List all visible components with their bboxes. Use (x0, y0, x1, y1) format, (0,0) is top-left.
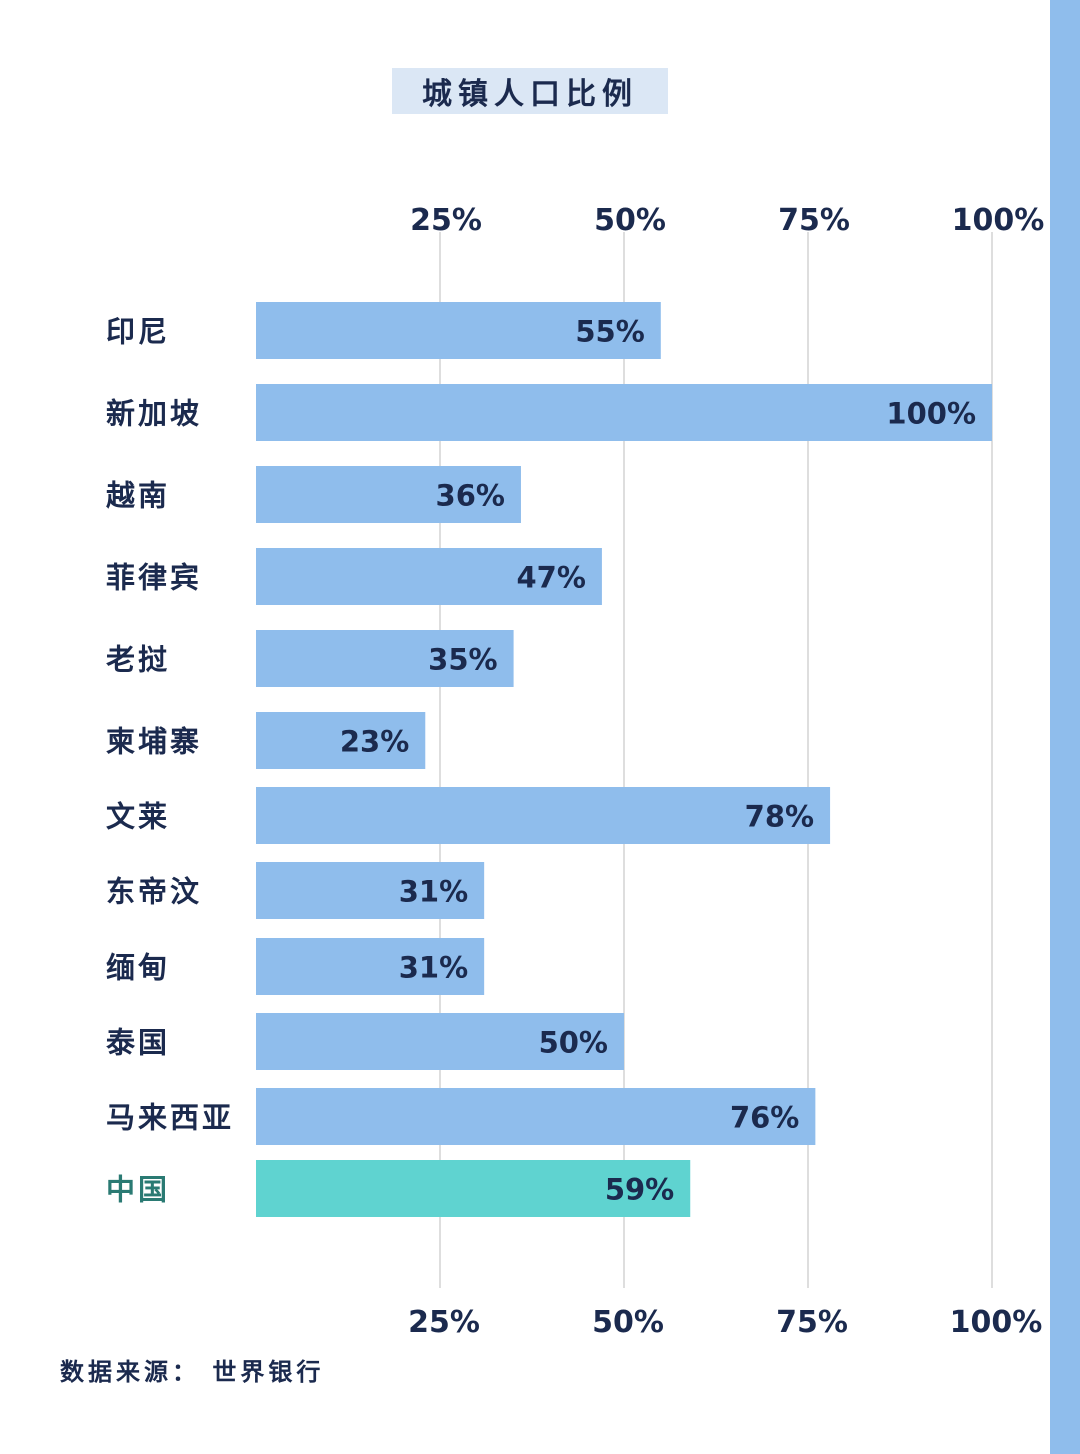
category-label-6: 柬埔寨 (106, 725, 202, 759)
category-label-5: 老挝 (106, 643, 170, 677)
x-tick-label-top-75: 75% (778, 203, 850, 238)
bar-3 (256, 466, 521, 523)
category-label-8: 东帝汶 (106, 875, 202, 909)
value-label-12: 59% (605, 1173, 674, 1207)
value-label-9: 31% (399, 951, 468, 985)
x-tick-label-top-100: 100% (952, 203, 1045, 238)
category-label-7: 文莱 (106, 800, 170, 834)
category-label-4: 菲律宾 (106, 561, 202, 595)
source-label: 数据来源： (60, 1358, 200, 1386)
value-label-10: 50% (539, 1026, 608, 1060)
bar-4 (256, 548, 602, 605)
category-label-10: 泰国 (106, 1026, 170, 1060)
value-label-2: 100% (886, 397, 976, 431)
value-label-11: 76% (730, 1101, 799, 1135)
side-strip (1050, 0, 1080, 1454)
bar-12 (256, 1160, 691, 1217)
value-label-4: 47% (516, 561, 585, 595)
category-label-9: 缅甸 (106, 951, 170, 985)
value-label-6: 23% (340, 725, 409, 759)
category-label-11: 马来西亚 (106, 1101, 234, 1135)
category-label-2: 新加坡 (106, 397, 202, 431)
bar-5 (256, 630, 514, 687)
category-label-12: 中国 (106, 1173, 170, 1207)
bar-6 (256, 712, 426, 769)
x-tick-label-top-25: 25% (410, 203, 482, 238)
source-value: 世界银行 (212, 1358, 325, 1386)
value-label-7: 78% (745, 800, 814, 834)
source-note: 数据来源： 世界银行 (60, 1352, 324, 1387)
bar-2 (256, 384, 992, 441)
bar-7 (256, 787, 831, 844)
bar-11 (256, 1088, 816, 1145)
bar-8 (256, 862, 485, 919)
x-tick-label-top-50: 50% (594, 203, 666, 238)
value-label-5: 35% (428, 643, 497, 677)
x-tick-label-bottom-100: 100% (950, 1305, 1043, 1340)
x-tick-label-bottom-50: 50% (592, 1305, 664, 1340)
x-tick-label-bottom-75: 75% (776, 1305, 848, 1340)
value-label-1: 55% (575, 315, 644, 349)
bar-1 (256, 302, 661, 359)
category-label-1: 印尼 (106, 315, 170, 349)
chart-title: 城镇人口比例 (422, 77, 638, 112)
chart-title-box: 城镇人口比例 (392, 68, 668, 114)
x-tick-label-bottom-25: 25% (408, 1305, 480, 1340)
bar-10 (256, 1013, 624, 1070)
value-label-3: 36% (436, 479, 505, 513)
category-label-3: 越南 (106, 479, 170, 513)
bar-9 (256, 938, 485, 995)
value-label-8: 31% (399, 875, 468, 909)
